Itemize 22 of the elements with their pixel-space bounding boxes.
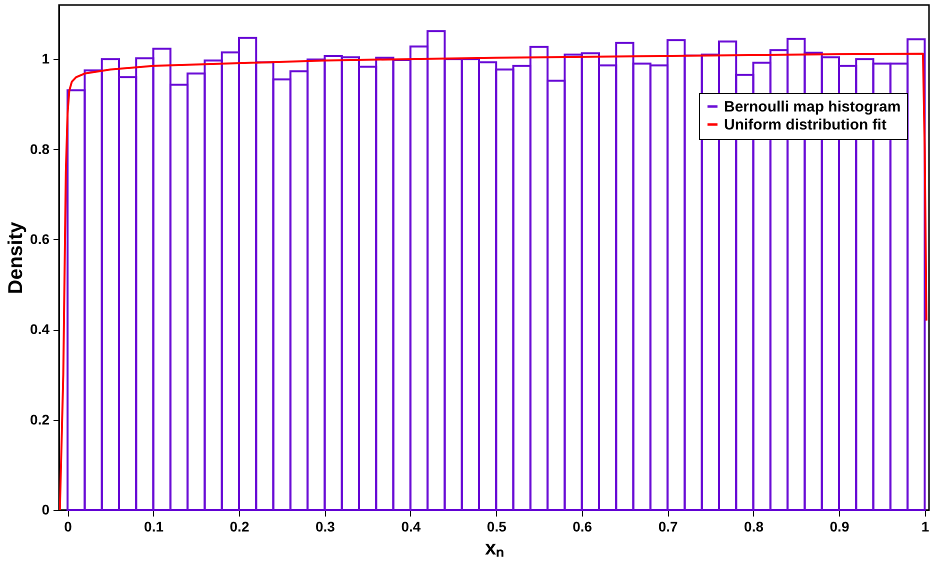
legend-label: Bernoulli map histogram [724, 98, 901, 116]
x-tick-label: 0.3 [315, 518, 336, 534]
line-series [59, 52, 928, 510]
x-tick-label: 0.5 [486, 518, 507, 534]
x-tick-label: 0.1 [144, 518, 164, 534]
x-tick-label: 0.9 [830, 518, 850, 534]
x-tick-label: 0.2 [230, 518, 250, 534]
x-tick-label: 0.8 [744, 518, 764, 534]
x-tick-label: 0.4 [401, 518, 421, 534]
y-tick-label: 1 [42, 50, 50, 67]
legend-label: Uniform distribution fit [724, 116, 886, 134]
y-tick-label: 0.4 [30, 321, 50, 338]
y-tick-label: 0.6 [30, 230, 50, 247]
y-tick-label: 0.8 [30, 140, 50, 157]
y-axis-title: Density [5, 221, 28, 294]
x-tick-label: 0 [64, 518, 72, 534]
x-tick-label: 0.7 [658, 518, 678, 534]
x-tick-label: 1 [921, 518, 930, 534]
y-tick-label: 0 [42, 502, 50, 518]
y-tick-label: 0.2 [30, 411, 50, 428]
x-tick-label: 0.6 [572, 518, 592, 534]
x-axis-title: xₙ [484, 538, 504, 560]
